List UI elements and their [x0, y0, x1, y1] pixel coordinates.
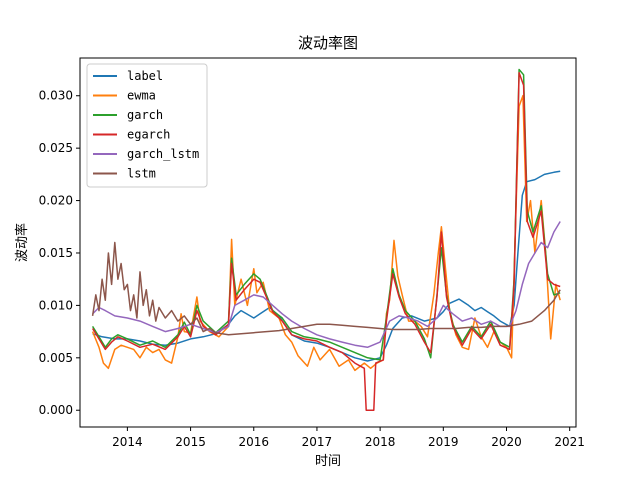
- y-axis-ticks: 0.000 0.005 0.010 0.015 0.020 0.025 0.030: [39, 89, 80, 417]
- y-tick-label: 0.000: [39, 403, 73, 417]
- legend-label: garch_lstm: [127, 147, 199, 161]
- legend-label: egarch: [127, 128, 170, 142]
- chart-title: 波动率图: [298, 34, 358, 52]
- x-tick-label: 2016: [238, 435, 269, 449]
- series-layer: [91, 68, 561, 411]
- legend-label: lstm: [127, 167, 156, 181]
- x-tick-label: 2021: [554, 435, 585, 449]
- x-axis-ticks: 2014 2015 2016 2017 2018 2019 2020 2021: [112, 427, 585, 449]
- y-tick-label: 0.015: [39, 246, 73, 260]
- x-tick-label: 2017: [302, 435, 333, 449]
- y-tick-label: 0.030: [39, 89, 73, 103]
- x-tick-label: 2019: [428, 435, 459, 449]
- series-line-garch: [91, 68, 561, 361]
- series-line-lstm: [91, 241, 561, 336]
- legend-label: garch: [127, 108, 163, 122]
- y-tick-label: 0.020: [39, 194, 73, 208]
- x-axis-label: 时间: [315, 454, 341, 469]
- legend-label: ewma: [127, 89, 156, 103]
- y-tick-label: 0.005: [39, 351, 73, 365]
- y-tick-label: 0.025: [39, 141, 73, 155]
- x-tick-label: 2018: [365, 435, 396, 449]
- series-line-garch-lstm: [92, 221, 561, 349]
- x-tick-label: 2020: [491, 435, 522, 449]
- plot-frame: [79, 57, 577, 428]
- x-tick-label: 2014: [112, 435, 143, 449]
- x-tick-label: 2015: [175, 435, 206, 449]
- y-tick-label: 0.010: [39, 298, 73, 312]
- y-axis-label: 波动率: [14, 223, 30, 262]
- legend-label: label: [127, 69, 163, 83]
- series-line-label: [92, 170, 561, 362]
